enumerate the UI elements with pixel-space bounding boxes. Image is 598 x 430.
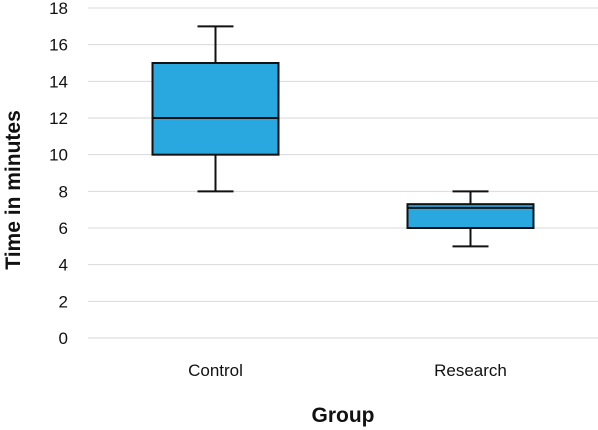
iqr-box [406, 203, 535, 230]
y-tick-label: 10 [49, 146, 68, 165]
boxes [151, 25, 535, 248]
y-axis-ticks: 0 2 4 6 8 10 12 14 16 18 [49, 0, 68, 348]
y-tick-label: 12 [49, 109, 68, 128]
x-category-label: Control [188, 361, 243, 380]
box-control [151, 25, 280, 193]
x-axis-categories: Control Research [188, 361, 507, 380]
box-research [406, 190, 535, 248]
x-category-label: Research [434, 361, 507, 380]
y-tick-label: 14 [49, 72, 68, 91]
gridlines [88, 7, 598, 339]
y-tick-label: 8 [59, 182, 68, 201]
x-axis-title: Group [312, 404, 375, 427]
y-tick-label: 16 [49, 36, 68, 55]
y-axis-title: Time in minutes [2, 110, 25, 269]
y-tick-label: 6 [59, 219, 68, 238]
y-tick-label: 2 [59, 292, 68, 311]
iqr-box [151, 62, 280, 156]
y-tick-label: 4 [59, 256, 68, 275]
y-tick-label: 0 [59, 329, 68, 348]
y-tick-label: 18 [49, 0, 68, 18]
